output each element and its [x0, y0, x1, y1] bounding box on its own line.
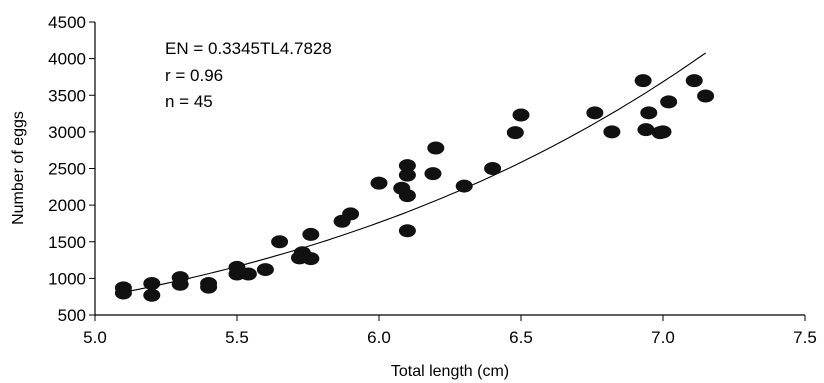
equation-annotation: EN = 0.3345TL4.7828 — [165, 39, 332, 58]
data-point — [697, 89, 715, 103]
x-ticks: 5.0 5.5 6.0 6.5 7.0 7.5 — [83, 315, 817, 347]
data-point — [200, 280, 218, 294]
data-point — [398, 189, 416, 203]
x-tick-label: 7.0 — [651, 328, 675, 347]
data-point — [506, 126, 524, 140]
data-point — [603, 125, 621, 139]
data-point — [143, 277, 161, 291]
data-point — [654, 125, 672, 139]
y-axis-title: Number of eggs — [10, 111, 27, 225]
data-point — [398, 168, 416, 182]
data-point — [143, 288, 161, 302]
x-tick-label: 7.5 — [793, 328, 817, 347]
data-point — [685, 74, 703, 88]
y-tick-label: 4000 — [48, 50, 86, 69]
data-point — [455, 179, 473, 193]
data-points — [114, 74, 715, 302]
y-tick-label: 4500 — [48, 13, 86, 32]
x-tick-label: 5.0 — [83, 328, 107, 347]
data-point — [302, 252, 320, 266]
y-tick-label: 3500 — [48, 86, 86, 105]
data-point — [637, 123, 655, 137]
y-tick-label: 3000 — [48, 123, 86, 142]
x-tick-label: 5.5 — [225, 328, 249, 347]
data-point — [256, 263, 274, 277]
data-point — [114, 286, 132, 300]
y-ticks: 500 1000 1500 2000 2500 3000 3500 4000 4500 — [48, 13, 95, 325]
data-point — [342, 207, 360, 221]
y-tick-label: 2500 — [48, 160, 86, 179]
data-point — [370, 176, 388, 190]
data-point — [512, 108, 530, 122]
data-point — [271, 235, 289, 249]
y-tick-label: 500 — [58, 306, 86, 325]
data-point — [640, 106, 658, 120]
y-tick-label: 1000 — [48, 269, 86, 288]
data-point — [239, 267, 257, 281]
x-tick-label: 6.0 — [367, 328, 391, 347]
r-annotation: r = 0.96 — [165, 66, 223, 85]
data-point — [171, 277, 189, 291]
y-tick-label: 1500 — [48, 233, 86, 252]
y-tick-label: 2000 — [48, 196, 86, 215]
data-point — [484, 162, 502, 175]
n-annotation: n = 45 — [165, 92, 213, 111]
data-point — [302, 227, 320, 241]
x-tick-label: 6.5 — [509, 328, 533, 347]
data-point — [398, 159, 416, 173]
data-point — [424, 167, 442, 181]
x-axis-title: Total length (cm) — [391, 363, 509, 380]
data-point — [427, 141, 445, 155]
data-point — [586, 106, 604, 120]
data-point — [634, 74, 652, 88]
data-point — [660, 95, 678, 109]
data-point — [398, 224, 416, 238]
power-fit-curve — [123, 52, 706, 293]
